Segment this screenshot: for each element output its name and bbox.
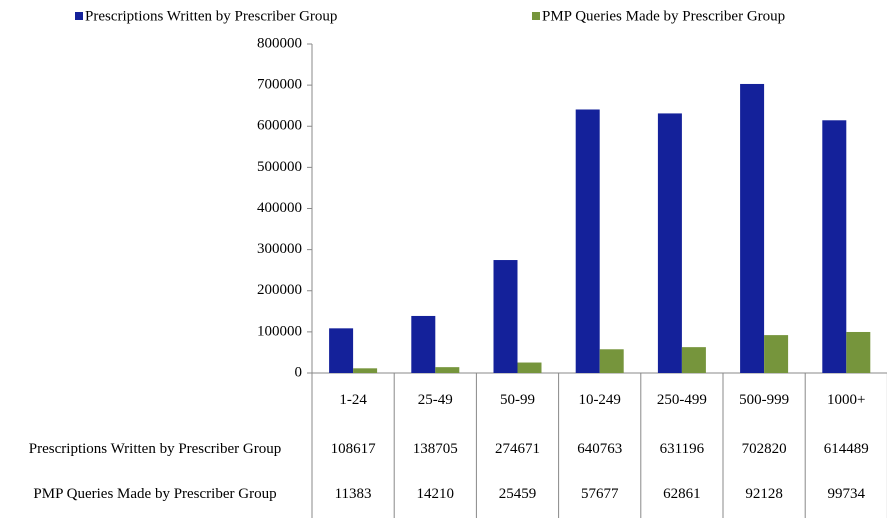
y-tick-label: 300000 (257, 241, 302, 257)
bar (353, 368, 378, 373)
table-value: 11383 (334, 485, 372, 502)
table-value: 25459 (498, 485, 537, 502)
category-label: 250-499 (656, 391, 707, 408)
bar (657, 113, 682, 373)
y-tick-label: 800000 (257, 35, 302, 51)
category-label: 25-49 (417, 391, 453, 408)
y-tick-label: 0 (295, 364, 303, 380)
bar (740, 83, 765, 374)
y-tick-label: 500000 (257, 159, 302, 175)
y-tick-label: 100000 (257, 323, 302, 339)
y-tick-label: 400000 (257, 200, 302, 216)
bar (329, 328, 354, 373)
bar (822, 120, 847, 373)
table-value: 108617 (330, 440, 376, 457)
table-value: 62861 (663, 485, 701, 502)
bar (411, 315, 436, 373)
bar (517, 362, 542, 373)
bar (846, 331, 871, 373)
table-value: 614489 (823, 440, 869, 457)
row-label: Prescriptions Written by Prescriber Grou… (28, 440, 282, 457)
y-tick-label: 600000 (257, 118, 302, 134)
category-label: 10-249 (578, 391, 621, 408)
category-label: 1-24 (339, 391, 367, 408)
legend-swatch (532, 12, 540, 20)
bar (764, 335, 789, 373)
bar (435, 367, 460, 373)
table-value: 14210 (416, 485, 455, 502)
row-label: PMP Queries Made by Prescriber Group (33, 485, 277, 502)
bar (599, 349, 624, 373)
category-label: 1000+ (827, 391, 866, 408)
table-value: 640763 (577, 440, 623, 457)
bar (493, 260, 518, 373)
table-value: 92128 (745, 485, 783, 502)
bar (575, 109, 600, 374)
table-value: 274671 (494, 440, 540, 457)
legend-label: Prescriptions Written by Prescriber Grou… (85, 8, 337, 24)
table-value: 99734 (827, 485, 866, 502)
table-value: 702820 (741, 440, 787, 457)
table-value: 631196 (659, 440, 705, 457)
y-tick-label: 200000 (257, 282, 302, 298)
category-label: 500-999 (739, 391, 790, 408)
table-value: 57677 (580, 485, 619, 502)
category-label: 50-99 (499, 391, 535, 408)
table-value: 138705 (412, 440, 458, 457)
y-tick-label: 700000 (257, 77, 302, 93)
bar (681, 347, 706, 373)
legend-swatch (75, 12, 83, 20)
legend-label: PMP Queries Made by Prescriber Group (542, 8, 785, 24)
